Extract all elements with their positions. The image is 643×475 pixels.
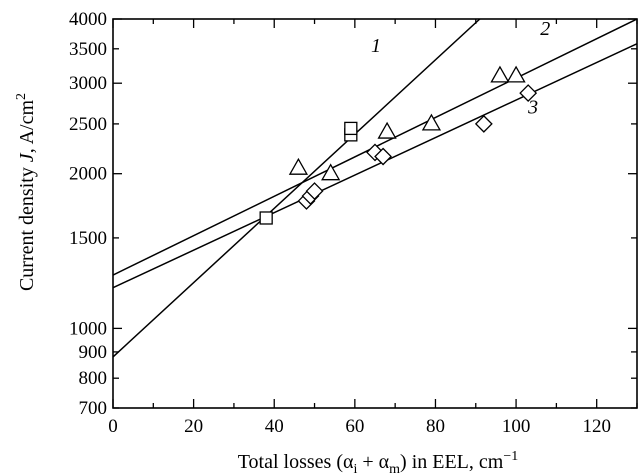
point-square <box>259 211 273 225</box>
y-tick-label: 3000 <box>69 73 107 94</box>
point-triangle <box>288 157 309 175</box>
y-tick-label: 3500 <box>69 39 107 60</box>
x-axis-title: Total losses (αi + αm) in EEL, cm−1 <box>238 449 519 475</box>
point-triangle <box>506 65 526 83</box>
fit-line-3 <box>113 43 637 289</box>
series-label-2: 2 <box>540 18 550 40</box>
y-tick-label: 800 <box>79 368 108 389</box>
y-tick-label: 2500 <box>69 114 107 135</box>
y-tick-label: 700 <box>79 398 108 419</box>
point-square <box>344 121 358 136</box>
point-diamond <box>519 84 538 103</box>
fit-line-1 <box>113 19 481 358</box>
point-triangle <box>321 163 341 181</box>
axis-ticks: 0 20 40 60 80 100 120 700 800 900 1000 1500 2000 2500… <box>69 9 638 437</box>
y-axis-title: Current density J, A/cm2 <box>14 93 38 291</box>
y-tick-label: 2000 <box>69 164 107 185</box>
x-tick-label: 0 <box>108 416 118 437</box>
point-triangle <box>490 65 510 83</box>
point-diamond <box>305 182 324 201</box>
y-tick-label: 1000 <box>69 318 107 339</box>
x-tick-label: 80 <box>426 416 445 437</box>
point-diamond <box>374 147 392 166</box>
data-points <box>259 65 538 225</box>
y-tick-label: 1500 <box>69 228 107 249</box>
x-tick-label: 60 <box>345 416 364 437</box>
x-tick-label: 20 <box>184 416 203 437</box>
point-diamond <box>474 114 493 133</box>
series-label-3: 3 <box>527 96 538 118</box>
x-tick-label: 40 <box>265 416 284 437</box>
x-tick-label: 100 <box>502 416 531 437</box>
plot-frame <box>112 18 638 409</box>
point-triangle <box>377 121 397 139</box>
y-tick-label: 4000 <box>69 9 107 30</box>
x-tick-label: 120 <box>582 416 611 437</box>
series-label-1: 1 <box>371 35 381 57</box>
series-labels: 1 2 3 <box>371 18 550 118</box>
fit-lines <box>113 19 637 358</box>
y-tick-label: 900 <box>79 342 108 363</box>
point-triangle <box>421 113 442 131</box>
